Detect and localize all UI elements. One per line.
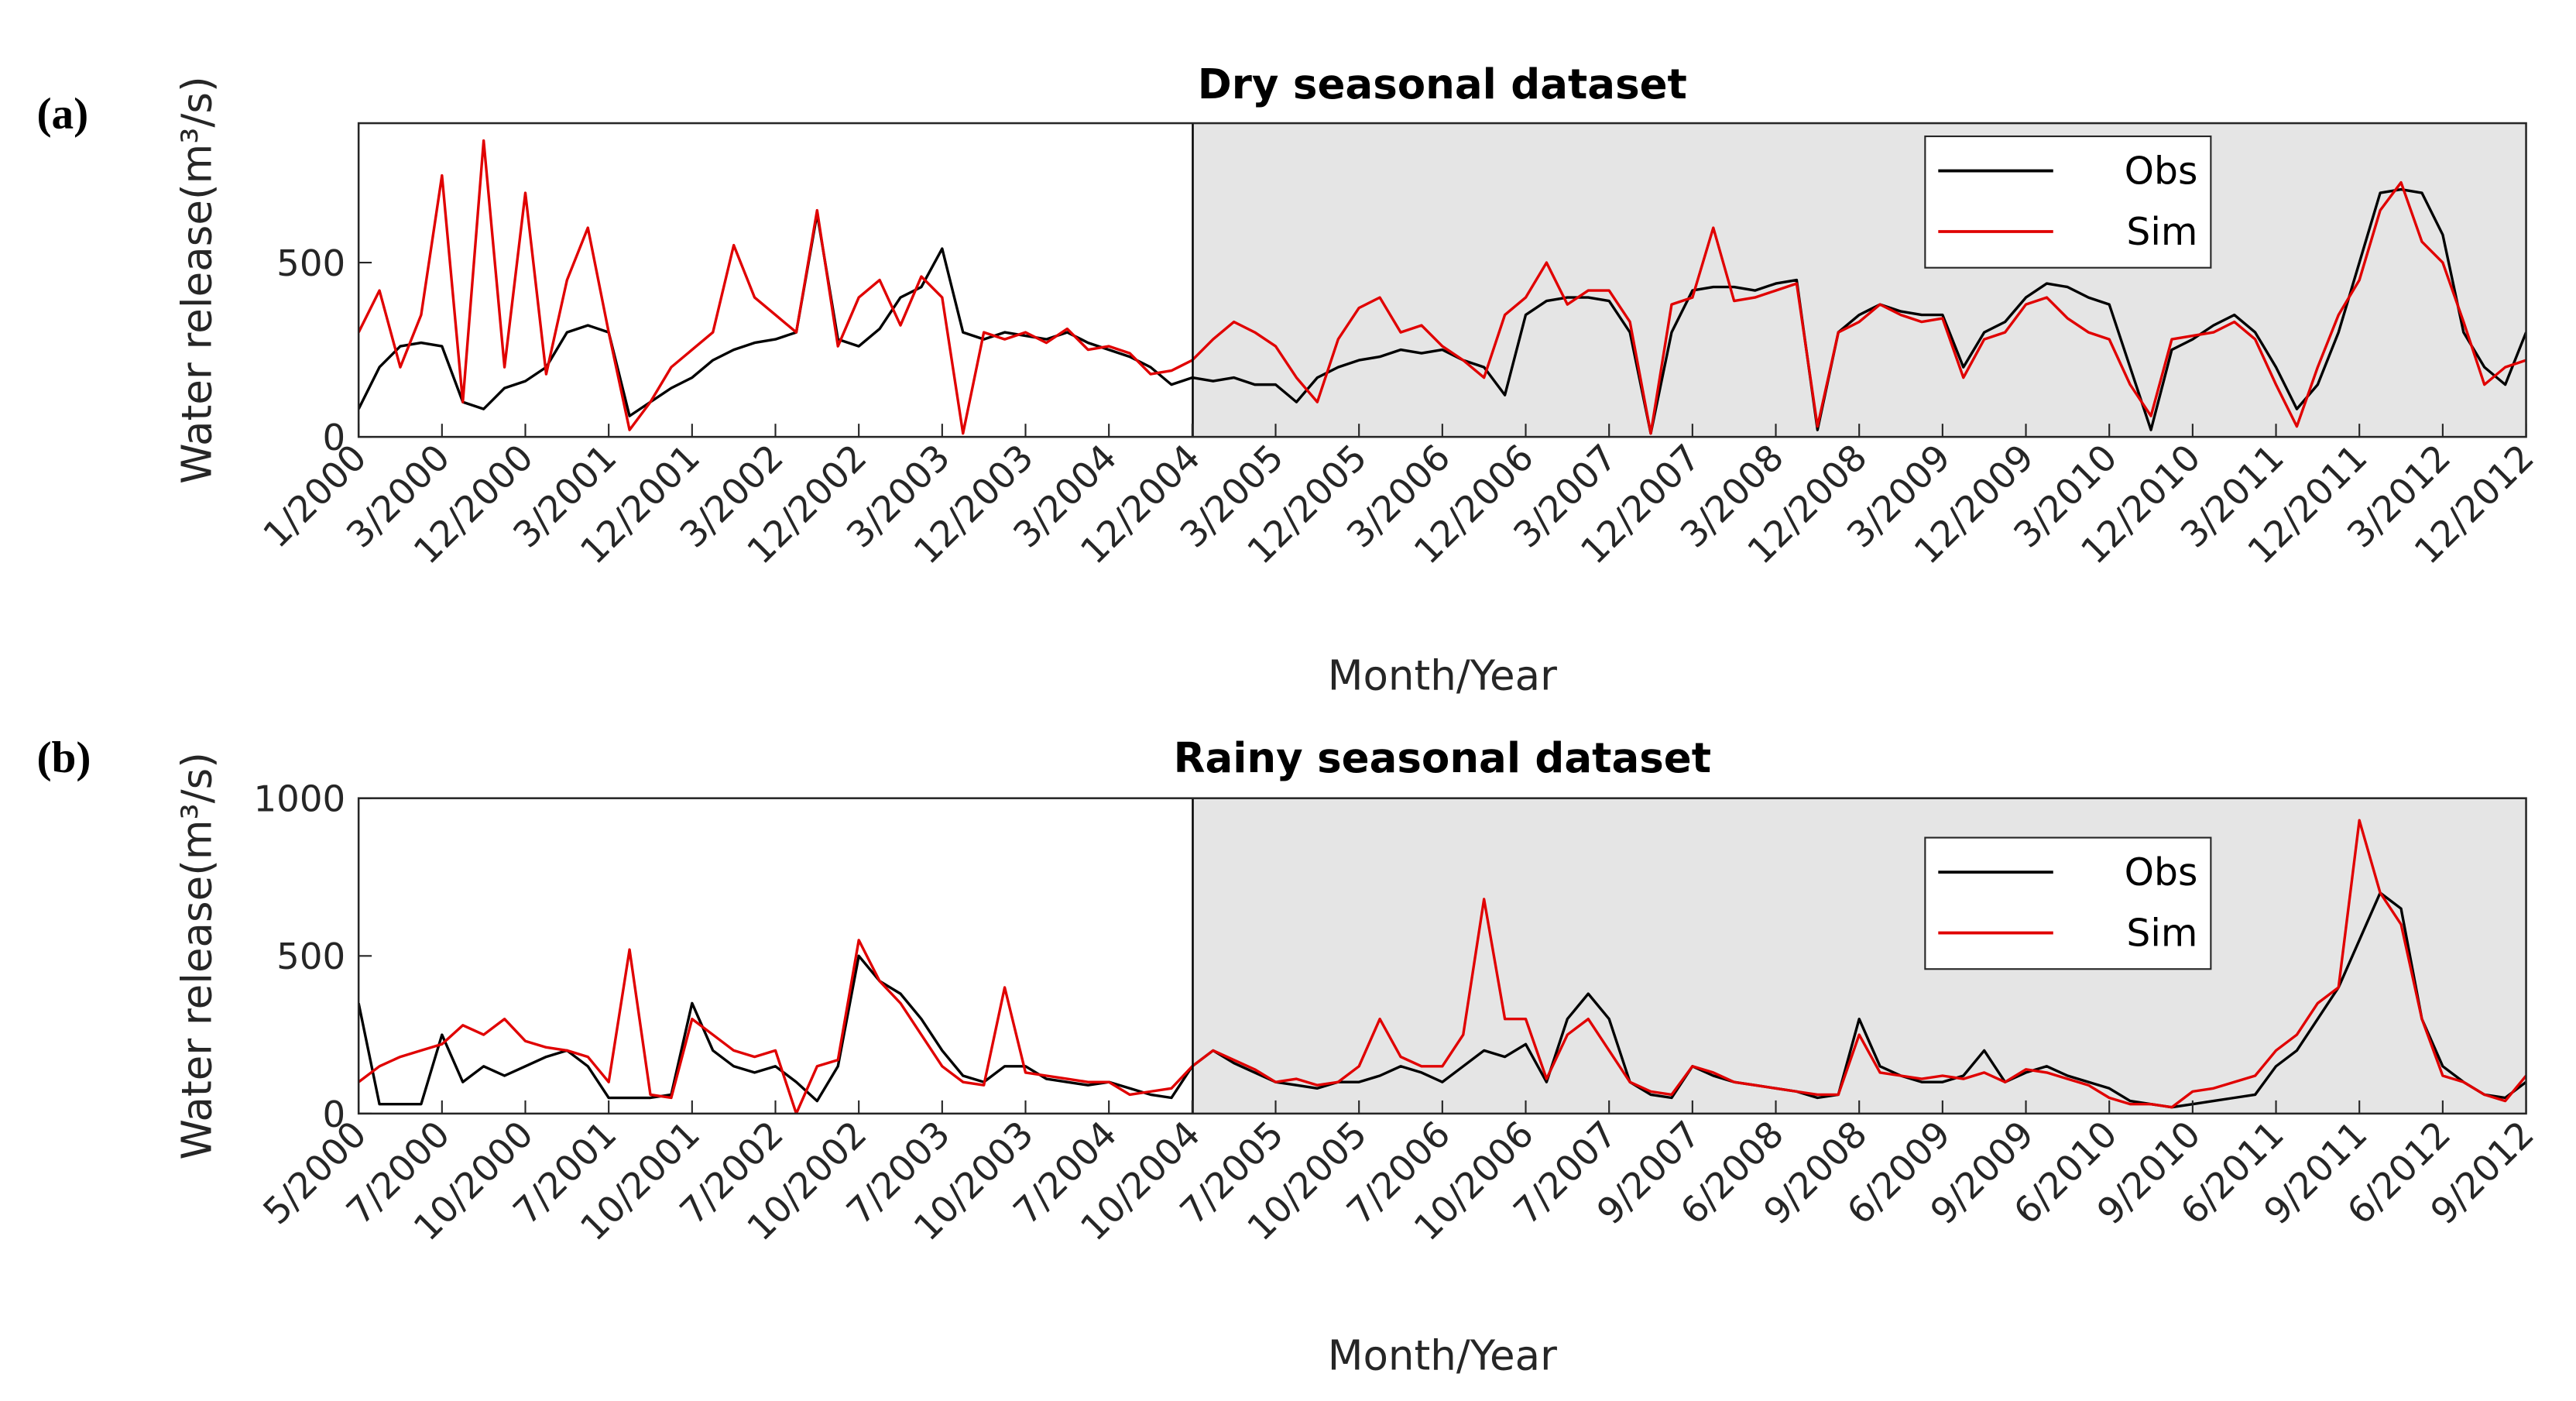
- legend-box: [1924, 135, 2212, 269]
- shaded-region: [1192, 123, 2526, 438]
- data-line: [358, 819, 2526, 1114]
- x-axis-label: Month/Year: [1328, 652, 1557, 700]
- chart-title: Dry seasonal dataset: [1198, 60, 1687, 108]
- y-tick-label: 500: [276, 243, 345, 285]
- panel-label: (a): [36, 89, 88, 138]
- legend-box: [1924, 836, 2212, 970]
- panel-label: (b): [36, 733, 91, 782]
- x-axis-label: Month/Year: [1328, 1332, 1557, 1380]
- y-axis-label: Water release(m³/s): [173, 76, 221, 483]
- legend-label: Sim: [2126, 912, 2197, 956]
- y-axis-label: Water release(m³/s): [173, 752, 221, 1159]
- legend-label: Obs: [2125, 850, 2198, 895]
- y-tick-label: 0: [323, 1094, 346, 1136]
- legend-label: Obs: [2125, 149, 2198, 194]
- shaded-region: [1192, 798, 2526, 1114]
- data-line: [358, 187, 2526, 435]
- data-line: [358, 139, 2526, 435]
- y-tick-label: 1000: [253, 779, 345, 821]
- y-tick-label: 0: [323, 417, 346, 459]
- chart-title: Rainy seasonal dataset: [1174, 734, 1711, 782]
- y-tick-label: 500: [276, 936, 345, 978]
- legend-label: Sim: [2126, 210, 2197, 254]
